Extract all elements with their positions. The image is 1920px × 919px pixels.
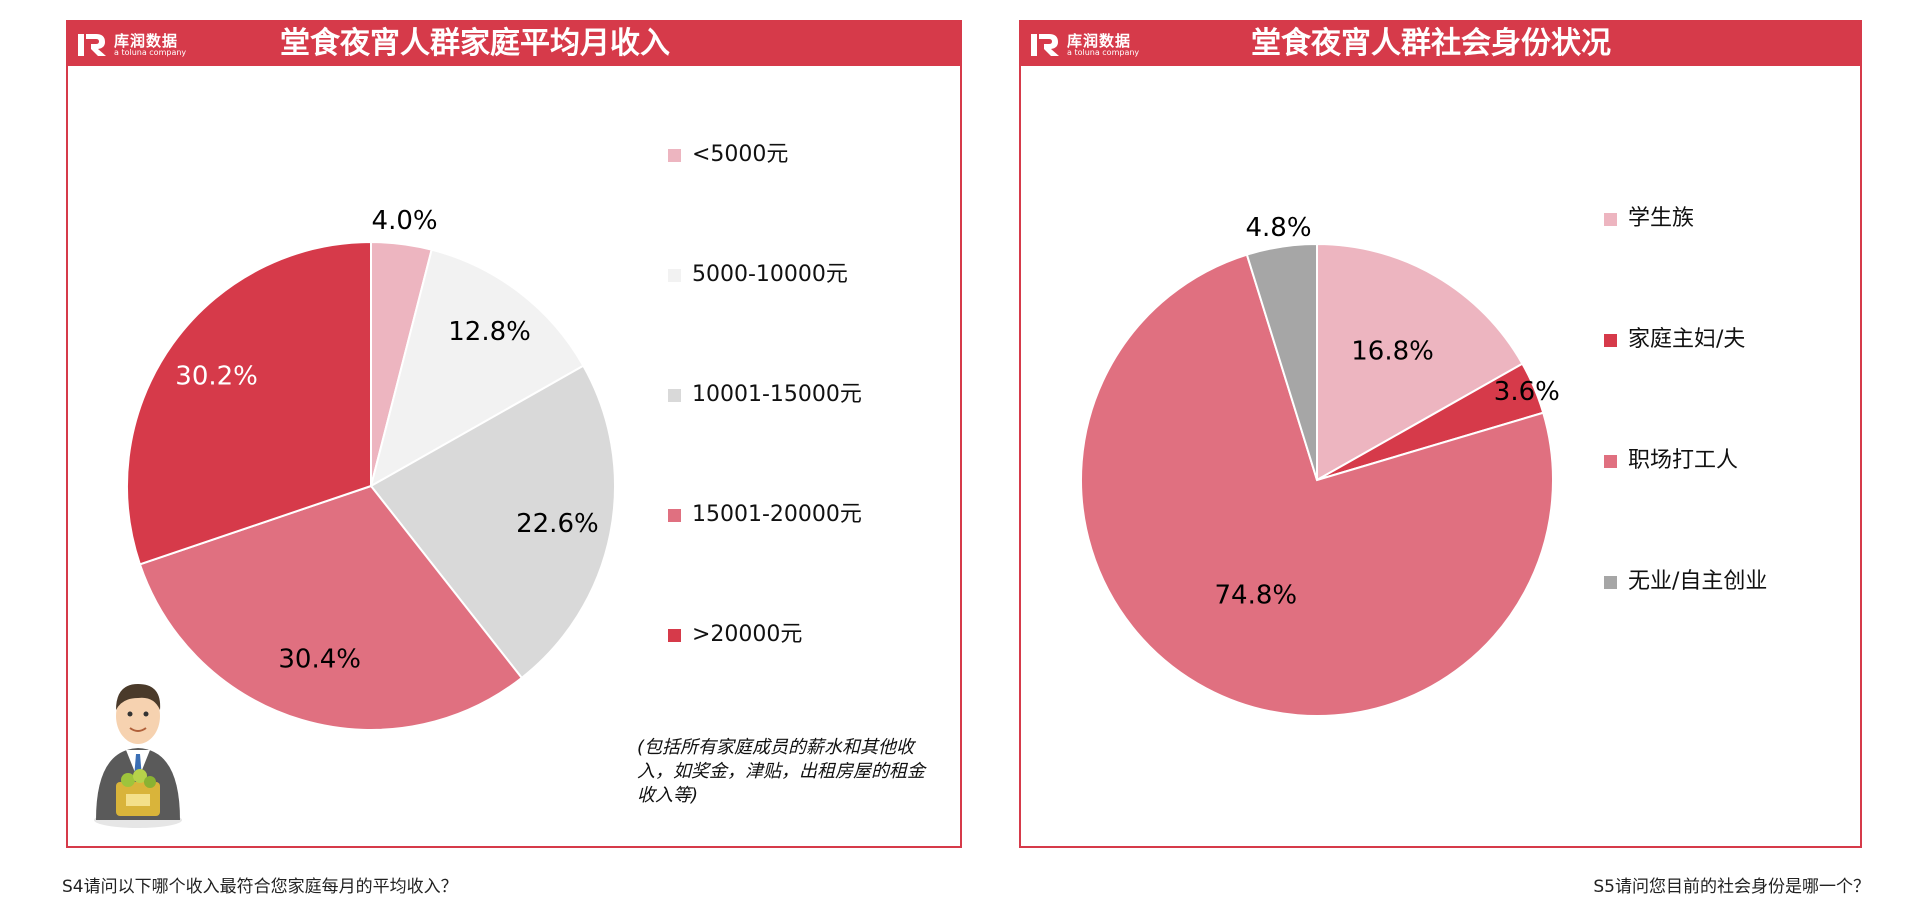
brand-sub: a toluna company	[114, 48, 187, 57]
legend-swatch	[668, 269, 681, 282]
brand-logo: 库润数据 a toluna company	[1029, 30, 1159, 60]
pie-slice	[1245, 242, 1318, 481]
brand-logo-icon	[78, 34, 106, 56]
income-legend: <5000元 5000-10000元 10001-15000元 15001-20000…	[668, 140, 928, 647]
question-text: S5请问您目前的社会身份是哪一个？	[1593, 877, 1870, 897]
data-label: 12.8%	[448, 317, 531, 347]
data-label: 4.8%	[1246, 213, 1312, 243]
legend-swatch	[1604, 455, 1617, 468]
legend-label: 家庭主妇/夫	[1628, 327, 1746, 352]
chart-title: 堂食夜宵人群家庭平均月收入	[280, 26, 670, 61]
legend-swatch	[668, 509, 681, 522]
pie-slice	[138, 484, 524, 731]
brand-logo-icon	[1031, 34, 1059, 56]
legend-swatch	[1604, 334, 1617, 347]
pie-slice	[1080, 253, 1554, 717]
businessman-mascot-icon	[94, 684, 182, 828]
panel-header: 库润数据 a toluna company 堂食夜宵人群家庭平均月收入	[68, 22, 960, 66]
income-pie-chart: 4.0% 12.8% 22.6% 30.4% 30.2%	[126, 206, 616, 731]
question-text: S4请问以下哪个收入最符合您家庭每月的平均收入？	[62, 877, 458, 897]
legend-swatch	[668, 149, 681, 162]
brand-logo: 库润数据 a toluna company	[76, 30, 206, 60]
chart-title: 堂食夜宵人群社会身份状况	[1251, 26, 1611, 61]
pie-slice	[126, 240, 372, 566]
legend-swatch	[1604, 213, 1617, 226]
legend-swatch	[1604, 576, 1617, 589]
legend-label: 5000-10000元	[692, 262, 848, 287]
data-label: 74.8%	[1215, 581, 1298, 611]
brand-sub: a toluna company	[1067, 48, 1140, 57]
brand-name: 库润数据	[114, 32, 179, 50]
legend-swatch	[668, 629, 681, 642]
legend-label: 无业/自主创业	[1628, 569, 1768, 594]
pie-slice	[369, 248, 585, 489]
brand-name: 库润数据	[1067, 32, 1132, 50]
data-label: 22.6%	[516, 509, 599, 539]
pie-slice	[369, 364, 616, 680]
data-label: 3.6%	[1494, 377, 1560, 407]
data-label: 4.0%	[372, 206, 438, 236]
legend-label: 职场打工人	[1628, 448, 1739, 473]
pie-slice	[1316, 242, 1524, 482]
identity-pie-chart: 16.8% 3.6% 74.8% 4.8%	[1080, 213, 1560, 717]
legend-swatch	[668, 389, 681, 402]
legend-label: <5000元	[692, 142, 789, 167]
legend-label: >20000元	[692, 622, 803, 647]
identity-chart-panel: 库润数据 a toluna company 堂食夜宵人群社会身份状况 16.8%…	[1019, 20, 1862, 848]
panel-header: 库润数据 a toluna company 堂食夜宵人群社会身份状况	[1021, 22, 1860, 66]
chart-note: (包括所有家庭成员的薪水和其他收入，如奖金，津贴，出租房屋的租金收入等)	[637, 737, 925, 806]
legend-label: 10001-15000元	[692, 382, 862, 407]
identity-legend: 学生族家庭主妇/夫 职场打工人无业/自主创业	[1604, 204, 1844, 604]
data-label: 30.4%	[278, 645, 361, 675]
data-label: 16.8%	[1351, 336, 1434, 366]
legend-label: 15001-20000元	[692, 502, 862, 527]
legend-label: 学生族	[1628, 206, 1695, 231]
data-label: 30.2%	[175, 361, 258, 391]
income-chart-panel: 库润数据 a toluna company 堂食夜宵人群家庭平均月收入 4.0%…	[66, 20, 962, 848]
